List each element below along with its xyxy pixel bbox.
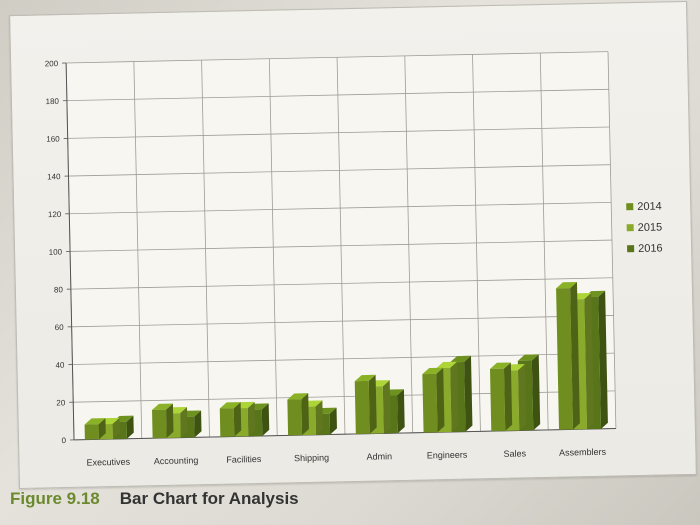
bar-top <box>450 355 471 363</box>
figure-title: Bar Chart for Analysis <box>119 489 299 508</box>
y-tick-label: 60 <box>55 323 65 332</box>
gridline-x <box>607 51 617 429</box>
bar-side <box>98 418 106 440</box>
x-tick-label: Facilities <box>226 454 262 465</box>
bar-side <box>584 292 594 430</box>
y-tick-label: 160 <box>46 135 60 144</box>
bar-top <box>219 402 241 409</box>
bar <box>354 380 370 434</box>
y-tick-label: 140 <box>47 172 61 181</box>
gridline-x <box>404 55 414 433</box>
y-tick-label: 120 <box>48 210 62 219</box>
y-tick-label: 180 <box>45 97 59 106</box>
legend-swatch <box>626 203 634 211</box>
y-axis <box>65 62 75 440</box>
y-tick-label: 200 <box>45 59 59 68</box>
bar-side <box>436 367 445 433</box>
bar <box>287 399 303 436</box>
gridline-x <box>336 57 346 435</box>
legend-swatch <box>627 245 635 253</box>
gridline-x <box>539 53 549 430</box>
bar-top <box>287 393 309 400</box>
legend-label: 2015 <box>638 222 663 235</box>
bar-side <box>194 410 202 438</box>
bar-chart: 0 20 40 60 80 100 120 140 160 180 200 Executives Acc… <box>45 51 663 468</box>
bar-top <box>152 403 173 410</box>
bar <box>84 424 99 440</box>
bar-side <box>315 400 323 435</box>
gridline-x <box>268 58 278 436</box>
bar-side <box>464 355 473 432</box>
bar-side <box>503 362 513 431</box>
legend-swatch <box>626 224 634 232</box>
x-tick-label: Executives <box>87 457 131 468</box>
chart-frame: 0 20 40 60 80 100 120 140 160 180 200 Executives Acc… <box>9 0 697 490</box>
x-tick-label: Shipping <box>294 453 329 464</box>
bar-side <box>180 407 188 438</box>
bar-side <box>126 415 134 439</box>
gridline-x <box>133 61 143 439</box>
bar <box>219 408 235 437</box>
bar <box>152 409 167 439</box>
bar-top <box>84 418 106 425</box>
bar-side <box>382 380 391 434</box>
x-tick-label: Sales <box>503 448 526 458</box>
bar <box>422 373 438 433</box>
bar-side <box>247 401 256 437</box>
bar-side <box>112 417 120 440</box>
bar-side <box>397 389 405 434</box>
figure-caption: Figure 9.18 Bar Chart for Analysis <box>10 489 299 509</box>
bar-side <box>261 403 270 436</box>
y-tick-label: 100 <box>49 248 63 257</box>
bar-side <box>368 374 377 434</box>
y-tick-label: 0 <box>61 436 66 445</box>
bar <box>556 288 574 430</box>
bar-top <box>556 281 577 289</box>
gridline-x <box>201 60 210 438</box>
x-tick-label: Accounting <box>154 455 199 466</box>
bar-top <box>489 362 511 369</box>
bar-side <box>233 402 242 437</box>
y-tick-label: 40 <box>55 361 65 370</box>
figure-number: Figure 9.18 <box>10 489 100 508</box>
bar-side <box>166 403 174 438</box>
x-tick-label: Admin <box>366 451 392 462</box>
x-tick-label: Assemblers <box>559 447 607 458</box>
bar-side <box>450 361 459 432</box>
y-tick-label: 80 <box>54 285 64 294</box>
x-tick-label: Engineers <box>427 450 468 461</box>
bar-top <box>517 354 539 361</box>
bar-side <box>598 290 608 429</box>
y-tick-label: 20 <box>56 398 66 407</box>
bar <box>489 368 506 432</box>
bar-side <box>329 407 337 435</box>
legend-label: 2016 <box>638 243 663 256</box>
gridline-x <box>472 54 481 432</box>
bar-top <box>422 367 444 375</box>
bar-top <box>436 361 458 369</box>
bar-side <box>301 393 309 436</box>
legend-label: 2014 <box>637 201 662 214</box>
bar-side <box>518 364 527 431</box>
bar-side <box>570 281 580 430</box>
bar-side <box>531 354 541 431</box>
bar-top <box>354 374 376 382</box>
